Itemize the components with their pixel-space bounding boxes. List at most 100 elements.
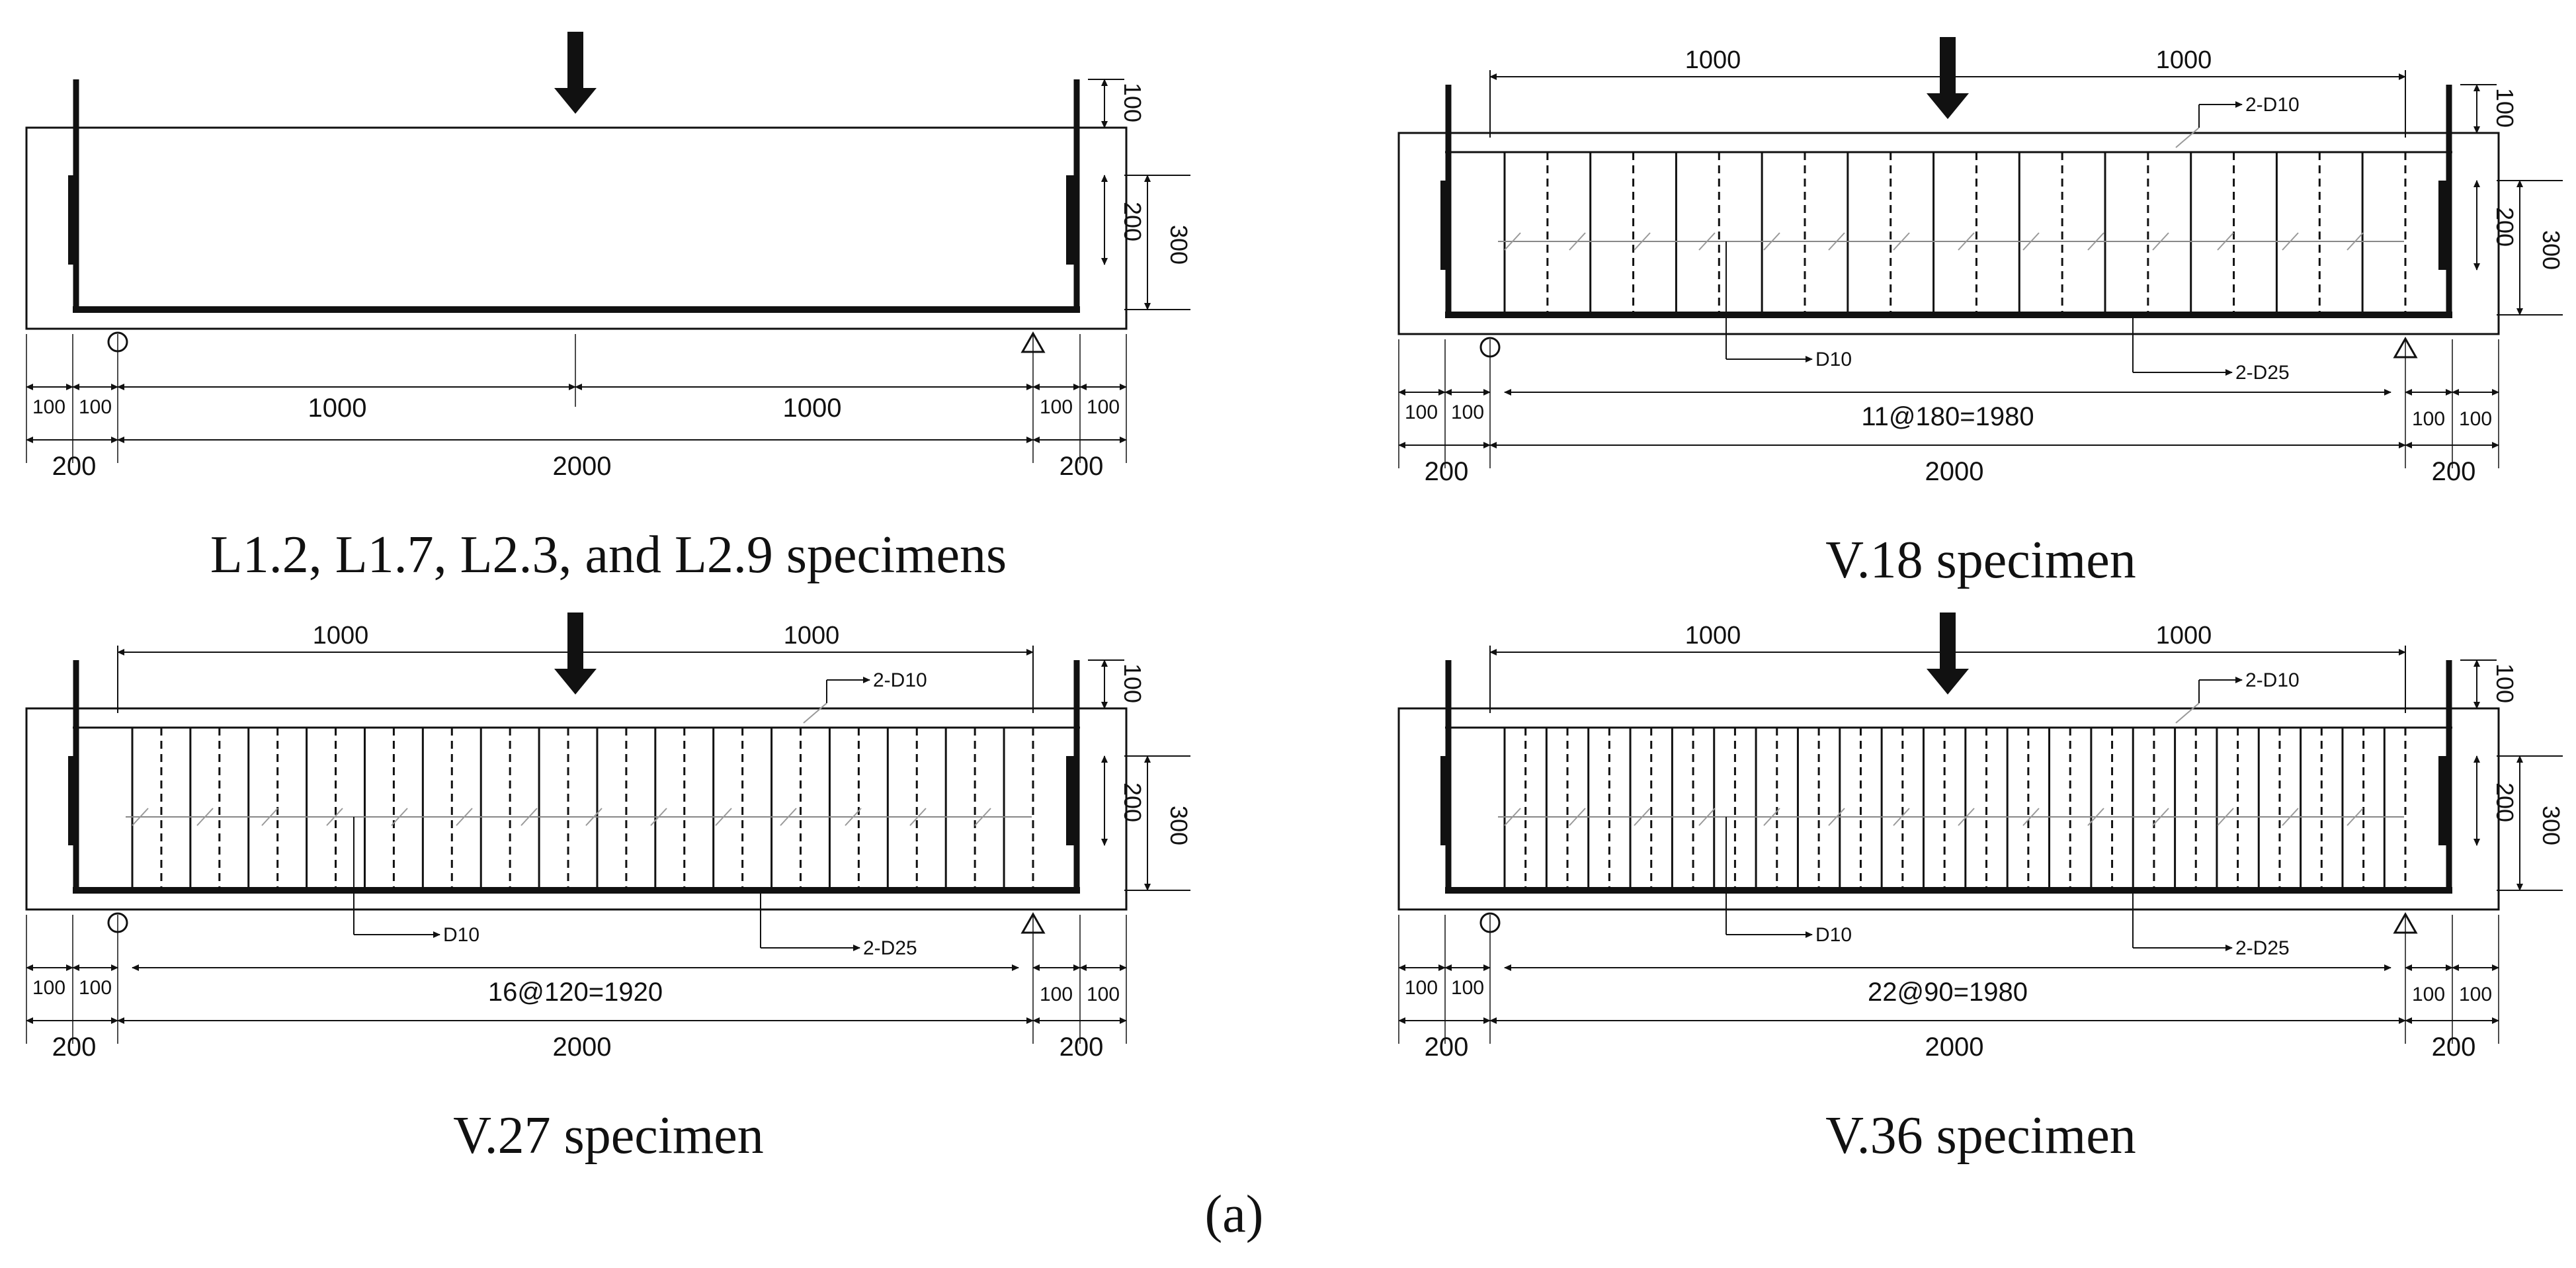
hatch-mark (1828, 232, 1845, 251)
hatch-mark (585, 808, 602, 826)
dim-label-100-b: 100 (1451, 402, 1484, 423)
dim-label-2000: 2000 (1925, 457, 1984, 486)
right-dim-label-300: 300 (1165, 806, 1192, 845)
dim-label-100-d: 100 (1087, 396, 1120, 418)
top-dim-label-right: 1000 (784, 622, 840, 650)
top-dim-label-right: 1000 (2156, 46, 2212, 74)
left-end-plate (1440, 181, 1451, 270)
hatch-mark (1569, 808, 1586, 826)
right-dim-label-100: 100 (2491, 88, 2518, 128)
hatch-mark (1763, 232, 1780, 251)
beam-outline (25, 126, 1128, 330)
hatch-mark (261, 808, 278, 826)
dim-label-100-b: 100 (1451, 977, 1484, 999)
dim-label-100-c: 100 (1040, 984, 1073, 1005)
hatch-mark (196, 808, 214, 826)
rebar-label-top: 2-D10 (873, 669, 927, 691)
rebar-label-mid: D10 (1815, 924, 1852, 946)
hatch-mark (2087, 808, 2104, 826)
dim-label-stirrup-spacing: 22@90=1980 (1868, 978, 2028, 1007)
hatch-mark (1958, 808, 1975, 826)
hatch-mark (2217, 808, 2234, 826)
rebar-label-top: 2-D10 (2245, 669, 2300, 691)
hatch-mark (2022, 232, 2040, 251)
dim-label-200-right: 200 (1059, 452, 1104, 481)
hatch-mark (2282, 808, 2299, 826)
leader-top-diag (2175, 127, 2200, 148)
rebar-label-top: 2-D10 (2245, 94, 2300, 116)
dim-label-100-a: 100 (32, 396, 65, 418)
dim-label-2000: 2000 (553, 1033, 612, 1062)
hatch-mark (456, 808, 473, 826)
hatch-mark (2152, 232, 2169, 251)
right-dim-label-200: 200 (1119, 782, 1146, 822)
dim-label-200-left: 200 (52, 1033, 97, 1062)
top-dim-label-left: 1000 (1685, 46, 1741, 74)
load-arrow-shaft (1940, 613, 1956, 669)
hatch-mark (1893, 232, 1910, 251)
hatch-mark (780, 808, 797, 826)
rebar-label-mid: D10 (1815, 349, 1852, 370)
dim-label-100-a: 100 (1405, 977, 1438, 999)
right-dim-label-200: 200 (2491, 207, 2518, 247)
dim-label-100-c: 100 (2412, 984, 2445, 1005)
dim-label-100-b: 100 (79, 396, 112, 418)
hatch-mark (1569, 232, 1586, 251)
leader-top-diag (2175, 702, 2200, 724)
dim-label-100-a: 100 (32, 977, 65, 999)
hatch-mark (650, 808, 667, 826)
dim-label-1000-a: 1000 (308, 394, 367, 423)
top-dim-label-left: 1000 (313, 622, 369, 650)
left-end-plate (1440, 756, 1451, 845)
hatch-mark (1828, 808, 1845, 826)
dim-label-200-left: 200 (1425, 1033, 1469, 1062)
hatch-mark (1504, 232, 1521, 251)
load-arrow-shaft (567, 613, 583, 669)
rebar-label-bot: 2-D25 (863, 937, 917, 959)
hatch-mark (974, 808, 991, 826)
load-arrow-head (554, 669, 597, 695)
right-dim-label-300: 300 (1165, 225, 1192, 265)
hatch-mark (1698, 232, 1716, 251)
rebar-label-bot: 2-D25 (2235, 362, 2290, 384)
hatch-mark (2282, 232, 2299, 251)
hatch-mark (132, 808, 149, 826)
hatch-mark (715, 808, 732, 826)
beam-outline (1397, 707, 2500, 911)
top-dim-label-left: 1000 (1685, 622, 1741, 650)
right-end-plate (2438, 756, 2449, 845)
hatch-mark (391, 808, 408, 826)
leader-top-diag (803, 702, 827, 724)
dim-label-200-right: 200 (1059, 1033, 1104, 1062)
dim-label-100-b: 100 (79, 977, 112, 999)
dim-label-200-left: 200 (1425, 457, 1469, 486)
hatch-mark (2347, 808, 2364, 826)
hatch-mark (1634, 232, 1651, 251)
right-dim-label-100: 100 (1119, 83, 1146, 122)
hatch-mark (845, 808, 862, 826)
right-dim-label-200: 200 (1119, 202, 1146, 241)
beam-panel-p1: 100 200 300 100 100 1000 1000 100 100 200 2000 200 L… (25, 32, 1192, 584)
left-end-plate (68, 756, 79, 845)
panel-caption: V.18 specimen (1825, 531, 2136, 589)
hatch-mark (1763, 808, 1780, 826)
right-end-plate (1066, 175, 1077, 265)
dim-label-100-d: 100 (2459, 408, 2492, 430)
dim-label-200-right: 200 (2432, 1033, 2476, 1062)
dim-label-100-d: 100 (2459, 984, 2492, 1005)
top-dim-label-right: 1000 (2156, 622, 2212, 650)
hatch-mark (520, 808, 538, 826)
hatch-mark (2022, 808, 2040, 826)
dim-label-100-a: 100 (1405, 402, 1438, 423)
hatch-mark (2217, 232, 2234, 251)
right-dim-label-300: 300 (2538, 230, 2565, 270)
hatch-mark (909, 808, 927, 826)
beam-panel-p4: 2-D10 D10 2-D25 1000 1000 100 200 300 100 100 22@9… (1397, 613, 2565, 1165)
load-arrow-shaft (1940, 37, 1956, 93)
hatch-mark (326, 808, 343, 826)
dim-label-1000-b: 1000 (783, 394, 842, 423)
panel-caption: V.27 specimen (453, 1107, 764, 1165)
hatch-mark (1893, 808, 1910, 826)
hatch-mark (1634, 808, 1651, 826)
